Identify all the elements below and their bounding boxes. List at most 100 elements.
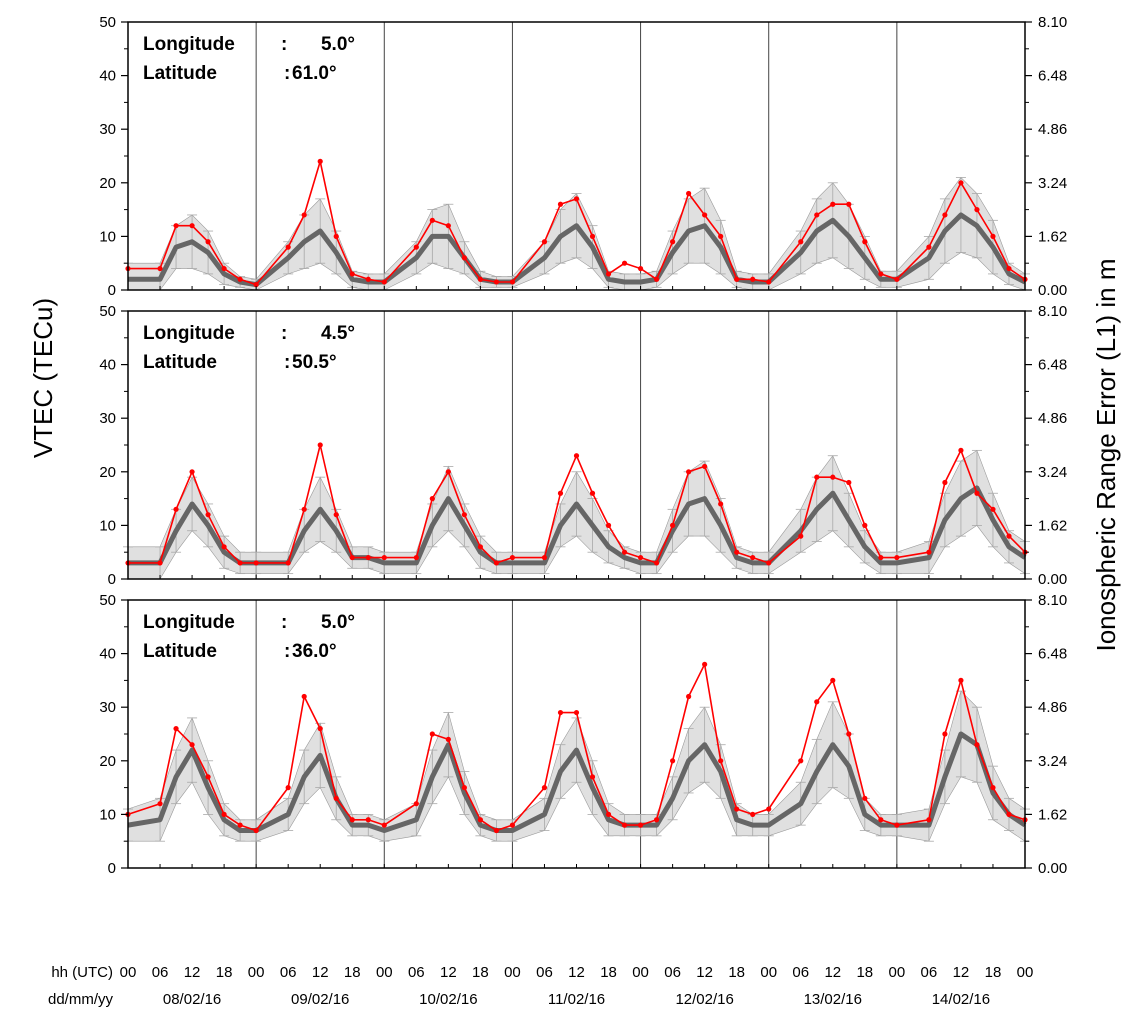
current-point <box>157 560 163 566</box>
current-point <box>830 474 836 480</box>
current-point <box>798 239 804 245</box>
hour-tick-label: 00 <box>376 964 393 981</box>
current-point <box>477 817 483 823</box>
current-point <box>205 774 211 780</box>
current-point <box>637 554 644 561</box>
current-point <box>445 223 451 229</box>
current-point <box>365 276 371 282</box>
y-tick-label-right: 0.00 <box>1038 282 1067 299</box>
current-point <box>333 512 339 518</box>
y-tick-label-right: 8.10 <box>1038 592 1067 609</box>
current-point <box>734 806 740 812</box>
current-point <box>317 442 323 448</box>
current-point <box>766 560 772 566</box>
longitude-value: 5.0° <box>321 34 355 55</box>
panel-1: 0 0.00 10 1.62 20 3.24 30 4.86 40 6.48 50 8.10 Longi… <box>99 303 1067 588</box>
current-point <box>974 490 980 496</box>
current-point <box>349 271 355 277</box>
current-point <box>686 693 692 700</box>
current-point <box>157 801 163 807</box>
current-point <box>958 677 964 684</box>
current-point <box>894 822 900 828</box>
latitude-label: Latitude <box>143 352 217 373</box>
hour-tick-label: 00 <box>248 964 265 981</box>
current-point <box>317 158 323 164</box>
hour-tick-label: 06 <box>792 964 809 981</box>
date-label: 13/02/16 <box>804 991 862 1008</box>
x-axis-labels: 00 06 12 18 08/02/16 00 06 12 18 09/02/16 00 06 12 18… <box>120 964 1034 1008</box>
current-point <box>189 223 195 229</box>
hour-tick-label: 00 <box>120 964 137 981</box>
hour-tick-label: 00 <box>889 964 906 981</box>
hour-tick-label: 12 <box>696 964 713 981</box>
y-tick-label-right: 3.24 <box>1038 464 1067 481</box>
y-tick-label-right: 3.24 <box>1038 753 1067 770</box>
y-tick-label-right: 4.86 <box>1038 121 1067 138</box>
current-point <box>605 811 612 818</box>
current-point <box>637 265 644 272</box>
current-point <box>702 212 708 218</box>
x-row-label-dates: dd/mm/yy <box>48 991 114 1008</box>
current-point <box>413 244 419 250</box>
y-tick-label-right: 3.24 <box>1038 175 1067 192</box>
current-point <box>637 822 644 828</box>
hour-tick-label-final: 00 <box>1017 964 1034 981</box>
median-line <box>127 731 1027 833</box>
current-point <box>461 785 467 791</box>
hour-tick-label: 18 <box>985 964 1002 981</box>
current-point <box>349 817 355 823</box>
longitude-sep: : <box>281 323 287 344</box>
longitude-label: Longitude <box>143 323 235 344</box>
current-point <box>974 207 980 213</box>
current-point <box>541 554 548 561</box>
current-point <box>830 201 836 207</box>
current-point <box>958 447 964 453</box>
current-point <box>493 560 500 566</box>
current-point <box>653 560 660 566</box>
y-tick-label-right: 6.48 <box>1038 646 1067 663</box>
hour-tick-label: 12 <box>184 964 201 981</box>
y-tick-label-right: 1.62 <box>1038 228 1067 245</box>
panel-0: 0 0.00 10 1.62 20 3.24 30 4.86 40 6.48 50 8.10 Longi… <box>99 14 1067 299</box>
current-point <box>381 822 387 828</box>
hour-tick-label: 06 <box>664 964 681 981</box>
y-axis-title-left: VTEC (TECu) <box>28 298 58 458</box>
date-label: 09/02/16 <box>291 991 349 1008</box>
current-point <box>221 811 227 818</box>
current-point <box>237 276 243 282</box>
date-label: 11/02/16 <box>548 991 605 1008</box>
current-point <box>445 736 451 742</box>
current-point <box>718 758 724 764</box>
y-tick-label-left: 10 <box>99 517 116 534</box>
longitude-value: 4.5° <box>321 323 355 344</box>
current-point <box>958 180 964 186</box>
current-point <box>301 693 307 700</box>
current-point <box>541 239 548 245</box>
current-point <box>766 806 772 812</box>
current-point <box>718 233 724 239</box>
current-point <box>477 276 483 282</box>
y-tick-label-left: 50 <box>99 592 116 609</box>
current-point <box>798 533 804 539</box>
current-point <box>862 522 868 529</box>
current-point <box>814 212 820 218</box>
hour-tick-label: 06 <box>408 964 425 981</box>
y-tick-label-left: 20 <box>99 175 116 192</box>
current-point <box>862 795 868 801</box>
current-point <box>365 817 371 823</box>
current-point <box>750 811 756 818</box>
hour-tick-label: 06 <box>280 964 297 981</box>
current-point <box>333 233 339 239</box>
hour-tick-label: 12 <box>568 964 585 981</box>
current-point <box>926 549 932 555</box>
y-tick-label-right: 8.10 <box>1038 303 1067 320</box>
x-row-label-hours: hh (UTC) <box>51 964 113 981</box>
current-point <box>734 276 740 282</box>
current-point <box>621 822 628 828</box>
current-point <box>734 549 740 555</box>
current-point <box>557 201 564 207</box>
y-tick-label-right: 4.86 <box>1038 699 1067 716</box>
current-point <box>942 212 948 218</box>
panel-frame <box>127 310 1026 580</box>
y-tick-label-left: 10 <box>99 806 116 823</box>
